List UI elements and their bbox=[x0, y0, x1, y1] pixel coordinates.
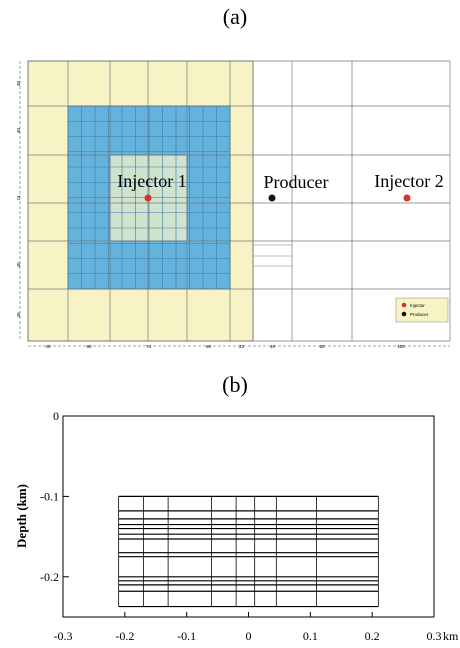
x-tick-label: 0.3 bbox=[427, 629, 442, 643]
producer-label: Producer bbox=[264, 172, 329, 192]
y-axis-title: Depth (km) bbox=[14, 484, 29, 548]
left-spacing-label: 74 bbox=[16, 195, 21, 201]
bottom-spacing-label: 40 bbox=[270, 344, 276, 349]
bottom-spacing-label: 60 bbox=[206, 344, 212, 349]
bottom-spacing-label: 60 bbox=[86, 344, 92, 349]
left-spacing-label: 40 bbox=[16, 312, 21, 318]
injector-1-marker bbox=[144, 194, 152, 202]
bottom-spacing-label: 23 bbox=[239, 344, 245, 349]
plot-frame bbox=[62, 415, 435, 618]
injector-2-label: Injector 2 bbox=[374, 171, 443, 191]
bottom-spacing-label: 60 bbox=[319, 344, 325, 349]
depth-mesh bbox=[118, 495, 379, 608]
y-tick-label: -0.1 bbox=[40, 489, 59, 503]
x-ticks: -0.3 -0.2 -0.1 0 0.1 0.2 0.3 bbox=[54, 612, 442, 643]
panel-a-label: (a) bbox=[222, 4, 248, 29]
legend-producer-marker bbox=[401, 311, 407, 317]
legend-producer-label: Producer bbox=[410, 312, 429, 317]
legend-injector-label: Injector bbox=[410, 303, 425, 308]
x-tick-label: 0.1 bbox=[303, 629, 318, 643]
bottom-spacing-label: 100 bbox=[397, 344, 405, 349]
grid-lines bbox=[27, 60, 451, 342]
panel-b-label: (b) bbox=[222, 372, 248, 397]
y-tick-label: -0.2 bbox=[40, 570, 59, 584]
y-tick-label: 0 bbox=[53, 409, 59, 423]
producer-marker bbox=[268, 194, 276, 202]
legend-injector-marker bbox=[401, 302, 407, 308]
x-tick-label: -0.3 bbox=[54, 629, 73, 643]
x-axis-unit: km bbox=[443, 629, 459, 643]
left-spacing-label: 40 bbox=[16, 262, 21, 268]
injector-1-label: Injector 1 bbox=[117, 171, 186, 191]
bottom-spacing-label: 74 bbox=[146, 344, 152, 349]
injector-2-marker bbox=[403, 194, 411, 202]
x-tick-label: 0 bbox=[246, 629, 252, 643]
x-tick-label: 0.2 bbox=[365, 629, 380, 643]
bottom-spacing-label: 40 bbox=[45, 344, 51, 349]
left-spacing-label: 40 bbox=[16, 128, 21, 134]
x-tick-label: -0.1 bbox=[177, 629, 196, 643]
left-spacing-labels: 40 40 74 40 40 bbox=[16, 81, 21, 318]
legend: Injector Producer bbox=[395, 297, 449, 323]
y-ticks: 0 -0.1 -0.2 bbox=[40, 409, 69, 584]
bottom-spacing-labels: 40 60 74 60 23 40 60 100 bbox=[45, 344, 405, 349]
left-spacing-label: 40 bbox=[16, 81, 21, 87]
legend-box bbox=[395, 297, 449, 323]
depth-mesh-chart: Depth (km) 0 -0.1 -0.2 -0.3 -0.2 -0.1 0 0.1 0.2… bbox=[14, 409, 459, 643]
x-tick-label: -0.2 bbox=[115, 629, 134, 643]
